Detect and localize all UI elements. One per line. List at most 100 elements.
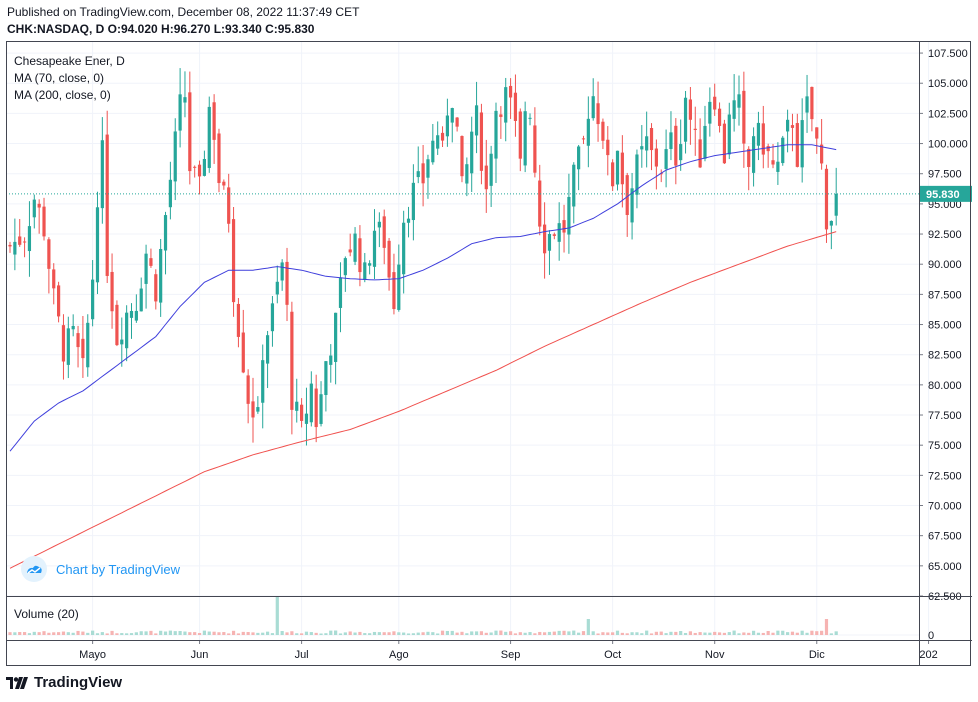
volume-bar [71,632,75,635]
volume-bar [445,630,449,635]
candle-body [353,233,357,262]
volume-bar [343,632,347,635]
volume-bar [105,633,109,635]
candle-body [256,407,260,412]
y-tick-label: 75.000 [928,440,962,452]
volume-bar [338,633,343,635]
chart-frame[interactable]: 62.50065.00067.50070.00072.50075.00077.5… [6,41,972,666]
candle-body [61,325,66,362]
pane-borders [6,41,972,666]
volume-bar [766,631,770,635]
x-tick-label: Mayo [79,649,106,661]
volume-bar [645,630,649,635]
candle-body [100,140,104,209]
y-tick-label: 70.000 [928,501,962,513]
x-tick-label: Dic [809,649,825,661]
volume-bar [363,633,367,635]
y-tick-label: 92.500 [928,229,962,241]
candle-body [261,360,265,403]
volume-bar [304,631,309,635]
candle-body [504,87,508,123]
volume-bar [528,632,532,635]
volume-bar [22,632,27,635]
candle-body [227,187,231,224]
volume-bar [727,632,731,635]
candle-body [717,108,722,126]
volume-bar [144,631,148,635]
volume-bar [241,631,245,635]
candle-body [295,401,299,411]
candle-body [270,303,275,332]
volume-bar [57,632,61,635]
candle-body [392,272,396,310]
volume-bar [581,631,586,635]
volume-bar [508,631,513,635]
candle-body [251,401,255,418]
candle-body [71,325,75,330]
volume-bar [810,630,814,635]
x-tick-label: Oct [604,649,621,661]
candle-body [465,164,469,184]
y-tick-label: 95.000 [928,199,962,211]
candle-body [538,180,542,227]
volume-bar [188,632,192,635]
volume-bar [368,633,372,635]
volume-bar [533,633,537,635]
volume-bar [275,597,279,635]
candle-body [771,160,775,165]
volume-bar [431,632,435,635]
candle-body [387,240,391,278]
volume-bar [489,632,493,635]
y-tick-label: 105.000 [928,78,968,90]
volume-bar [518,632,522,635]
volume-bar [134,632,138,635]
candle-body [756,122,761,146]
candle-body [139,288,143,312]
volume-bar [406,633,411,635]
y-tick-label: 102.500 [928,108,968,120]
candle-body [105,134,109,276]
volume-bar [781,630,785,635]
volume-bar [640,633,644,635]
candle-body [363,262,367,281]
x-tick-label: Ago [389,649,409,661]
volume-bar [795,632,799,635]
candle-body [81,338,85,359]
candle-body [513,92,518,121]
volume-bar [183,631,187,635]
legend-volume: Volume (20) [14,607,79,621]
volume-bar [664,633,668,635]
candle-body [722,123,727,164]
candle-body [212,102,216,140]
candle-body [693,128,697,131]
volume-bar [348,631,352,635]
volume-bar [261,632,265,635]
volume-bar [776,630,780,635]
volume-bar [649,633,654,635]
candle-body [402,222,406,275]
y-tick-label: 97.500 [928,169,962,181]
y-tick-label: 87.500 [928,289,962,301]
candle-body [781,137,785,164]
candle-body [188,92,192,172]
candle-body [479,112,484,171]
volume-bar [353,632,357,635]
legend-title: Chesapeake Ener, D [14,54,125,68]
volume-bar [625,633,629,635]
volume-bar [411,633,415,635]
candle-body [645,136,649,151]
volume-bar [737,633,741,635]
volume-bar [397,632,401,635]
y-tick-label: 80.000 [928,380,962,392]
candle-body [144,253,148,284]
volume-bar [815,631,819,635]
volume-bar [547,631,552,635]
candle-body [222,181,226,186]
candle-body [508,85,513,98]
candle-body [786,119,790,132]
candle-body [110,271,114,312]
candle-body [134,310,138,321]
brand-text: TradingView [34,674,123,691]
volume-bar [372,631,377,635]
candle-body [528,117,532,119]
